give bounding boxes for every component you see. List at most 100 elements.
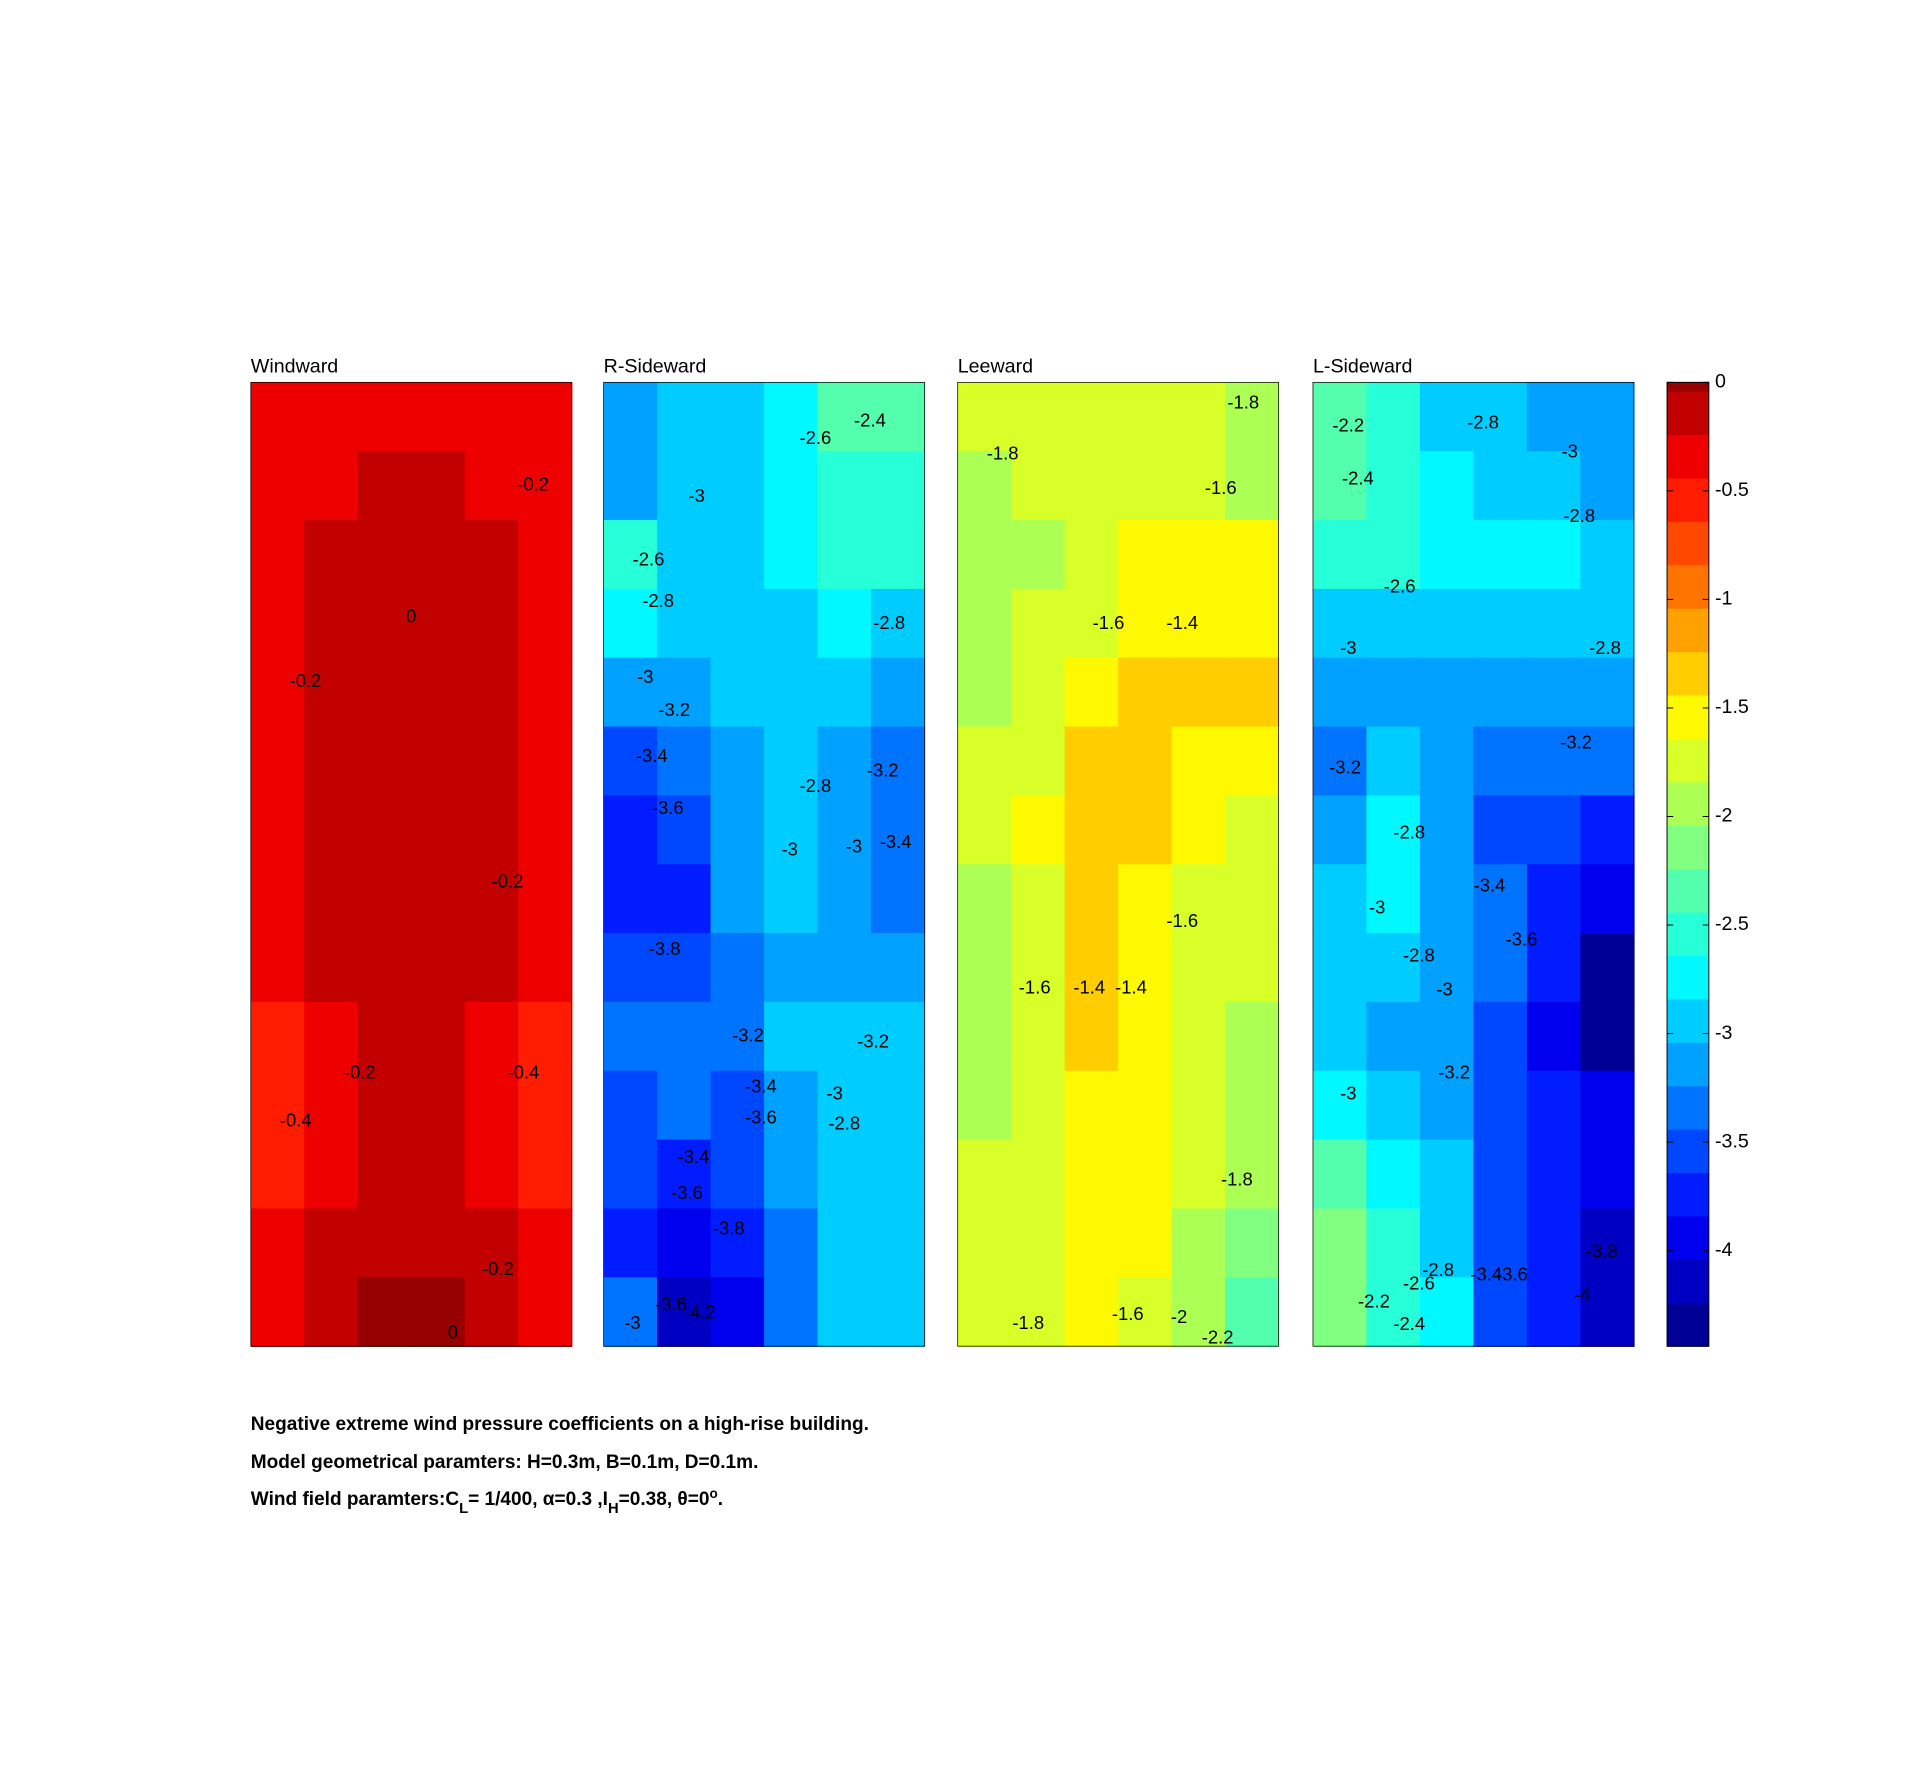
contour-label: -3.6 [745,1107,777,1128]
contour-cell [764,382,819,452]
contour-cell [250,795,306,865]
contour-cell [1312,1208,1368,1279]
contour-cell [518,933,573,1003]
contour-cell [764,1001,819,1072]
contour-cell [1064,1139,1119,1210]
contour-cell [957,1139,1012,1210]
contour-cell [957,657,1012,728]
contour-label: -2.8 [1467,412,1499,433]
contour-cell [357,795,412,865]
contour-cell [250,726,306,797]
colorbar-band [1667,1085,1709,1130]
contour-cell [957,795,1012,865]
contour-cell [764,1070,819,1141]
colorbar-frame [1666,381,1710,1347]
contour-label: -2.8 [800,775,832,796]
contour-cell [250,864,306,934]
contour-cell [710,657,765,728]
contour-label: -2.8 [1563,505,1595,526]
panel-title: R-Sideward [604,356,707,378]
contour-label: -2.8 [1393,821,1425,842]
contour-cell [1580,1139,1635,1210]
contour-cell [411,864,466,934]
contour-label: -3.8 [1586,1241,1618,1262]
contour-label: -4.2 [684,1301,716,1322]
contour-cell [464,520,519,590]
contour-cell [764,451,819,521]
contour-cell [518,1139,573,1210]
contour-cell [817,1208,872,1279]
contour-cell [1419,657,1475,728]
contour-cell [1011,1139,1066,1210]
contour-cell [1118,657,1173,728]
contour-cell [1580,795,1635,865]
contour-cell [304,1070,359,1141]
contour-cell [304,657,359,728]
contour-cell [1225,451,1280,521]
contour-cell [1526,1070,1582,1141]
contour-cell [304,588,359,659]
contour-cell [1473,1070,1528,1141]
colorbar-tick-label: -4 [1715,1239,1733,1261]
contour-cell [1419,1070,1475,1141]
contour-cell [518,1277,573,1347]
contour-cell [957,726,1012,797]
contour-cell [518,1208,573,1279]
contour-cell [764,588,819,659]
contour-cell [1118,451,1173,521]
contour-label: -1.6 [1205,477,1237,498]
contour-cell [1225,657,1280,728]
colorbar-band [1667,955,1709,1000]
panel-frame [250,381,573,1347]
caption-segment: Wind field paramters:C [251,1489,460,1510]
colorbar-tick-label: -2 [1715,805,1732,827]
contour-cell [764,1277,819,1347]
contour-cell [304,933,359,1003]
contour-cell [1526,933,1582,1003]
contour-cell [1580,588,1635,659]
contour-cell [1312,1277,1368,1347]
contour-cell [710,1208,765,1279]
contour-cell [817,1139,872,1210]
contour-cell [710,726,765,797]
contour-cell [1011,520,1066,590]
contour-cell [657,726,712,797]
contour-label: 0 [448,1322,458,1343]
contour-cell [710,864,765,934]
contour-cell [1118,933,1173,1003]
contour-cell [411,588,466,659]
contour-cell [1366,451,1421,521]
contour-label: 0 [406,605,416,626]
contour-cell [1312,1070,1368,1141]
contour-cell [1419,933,1475,1003]
contour-cell [871,1139,926,1210]
contour-cell [603,795,658,865]
contour-cell [1064,795,1119,865]
contour-cell [1526,588,1582,659]
contour-cell [250,1277,306,1347]
contour-label: -3 [1340,637,1356,658]
contour-cell [871,1208,926,1279]
contour-cell [1171,933,1226,1003]
contour-cell [1366,864,1421,934]
contour-label: -0.2 [482,1258,514,1279]
contour-label: -2.8 [1589,637,1621,658]
contour-label: -1.8 [1227,391,1259,412]
contour-cell [1064,933,1119,1003]
contour-cell [1526,864,1582,934]
contour-label: -3 [846,836,862,857]
contour-label: -0.4 [508,1061,540,1082]
contour-cell [603,864,658,934]
contour-cell [871,795,926,865]
contour-cell [518,726,573,797]
contour-cell [603,1139,658,1210]
contour-cell [1064,864,1119,934]
contour-cell [603,1277,658,1347]
contour-label: -2 [1171,1306,1187,1327]
contour-cell [518,520,573,590]
colorbar-band [1667,1129,1709,1174]
contour-cell [657,1208,712,1279]
contour-cell [957,864,1012,934]
contour-cell [1473,795,1528,865]
contour-cell [817,726,872,797]
